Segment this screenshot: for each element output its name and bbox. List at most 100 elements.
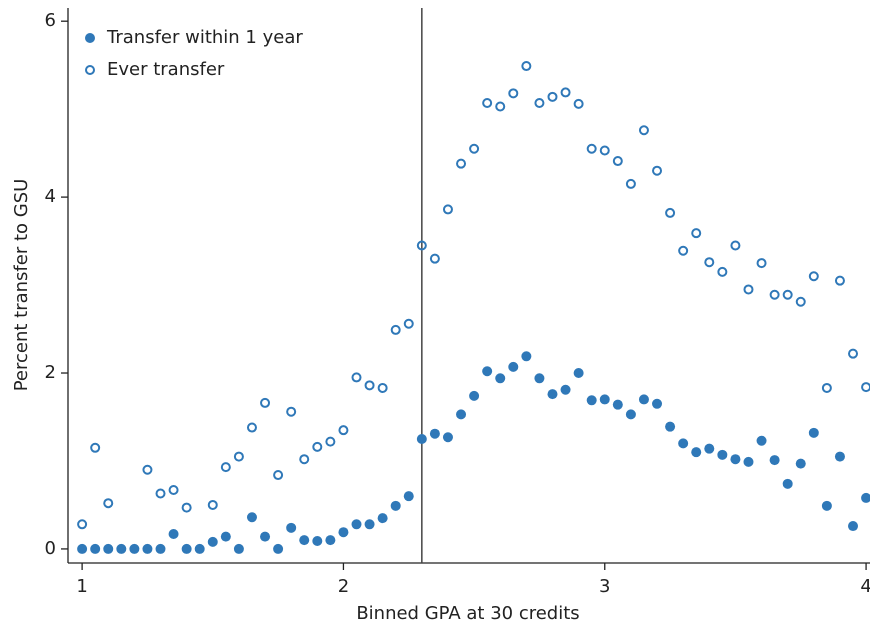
point (155, 543, 166, 554)
x-tick-label: 4 (860, 576, 870, 597)
point (416, 433, 427, 444)
point (442, 432, 453, 443)
point (652, 165, 663, 176)
point (521, 61, 532, 72)
y-axis-label: Percent transfer to GSU (11, 179, 32, 392)
point (704, 257, 715, 268)
point (364, 519, 375, 530)
point (456, 158, 467, 169)
point (286, 522, 297, 533)
point (286, 406, 297, 417)
point (246, 512, 257, 523)
point (834, 275, 845, 286)
legend-label: Transfer within 1 year (106, 27, 303, 48)
point (795, 296, 806, 307)
point (599, 145, 610, 156)
point (90, 543, 101, 554)
point (756, 435, 767, 446)
point (325, 535, 336, 546)
point (691, 228, 702, 239)
point (325, 436, 336, 447)
point (573, 368, 584, 379)
point (861, 492, 870, 503)
point (194, 543, 205, 554)
point (625, 409, 636, 420)
point (482, 366, 493, 377)
point (743, 284, 754, 295)
legend-marker (85, 65, 95, 75)
point (717, 449, 728, 460)
point (573, 98, 584, 109)
point (678, 245, 689, 256)
point (181, 502, 192, 513)
point (233, 543, 244, 554)
point (429, 253, 440, 264)
point (730, 454, 741, 465)
point (769, 289, 780, 300)
point (181, 543, 192, 554)
x-axis-label: Binned GPA at 30 credits (356, 603, 579, 624)
point (756, 258, 767, 269)
point (547, 389, 558, 400)
point (638, 125, 649, 136)
point (534, 373, 545, 384)
y-tick-label: 4 (45, 186, 56, 207)
point (168, 528, 179, 539)
point (207, 499, 218, 510)
point (155, 488, 166, 499)
point (220, 462, 231, 473)
point (691, 447, 702, 458)
point (299, 454, 310, 465)
point (403, 491, 414, 502)
point (351, 372, 362, 383)
point (90, 442, 101, 453)
point (508, 361, 519, 372)
point (116, 543, 127, 554)
legend-marker (85, 33, 95, 43)
point (508, 88, 519, 99)
point (103, 543, 114, 554)
x-tick-label: 2 (338, 576, 349, 597)
point (260, 397, 271, 408)
point (246, 422, 257, 433)
point (469, 390, 480, 401)
point (103, 498, 114, 509)
point (808, 427, 819, 438)
point (652, 398, 663, 409)
x-tick-label: 1 (76, 576, 87, 597)
point (129, 543, 140, 554)
y-tick-label: 6 (45, 10, 56, 31)
point (390, 500, 401, 511)
point (665, 421, 676, 432)
point (390, 324, 401, 335)
point (547, 91, 558, 102)
point (233, 451, 244, 462)
legend-label: Ever transfer (107, 59, 225, 80)
point (743, 456, 754, 467)
point (821, 500, 832, 511)
y-tick-label: 2 (45, 362, 56, 383)
point (168, 484, 179, 495)
point (207, 536, 218, 547)
point (848, 521, 859, 532)
point (638, 394, 649, 405)
point (273, 470, 284, 481)
point (678, 438, 689, 449)
point (534, 97, 545, 108)
point (416, 240, 427, 251)
point (834, 451, 845, 462)
point (495, 101, 506, 112)
point (665, 207, 676, 218)
point (364, 380, 375, 391)
point (560, 384, 571, 395)
point (429, 428, 440, 439)
x-tick-label: 3 (599, 576, 610, 597)
point (861, 382, 870, 393)
point (625, 178, 636, 189)
point (586, 143, 597, 154)
point (795, 458, 806, 469)
point (482, 97, 493, 108)
point (495, 373, 506, 384)
point (312, 536, 323, 547)
point (586, 395, 597, 406)
